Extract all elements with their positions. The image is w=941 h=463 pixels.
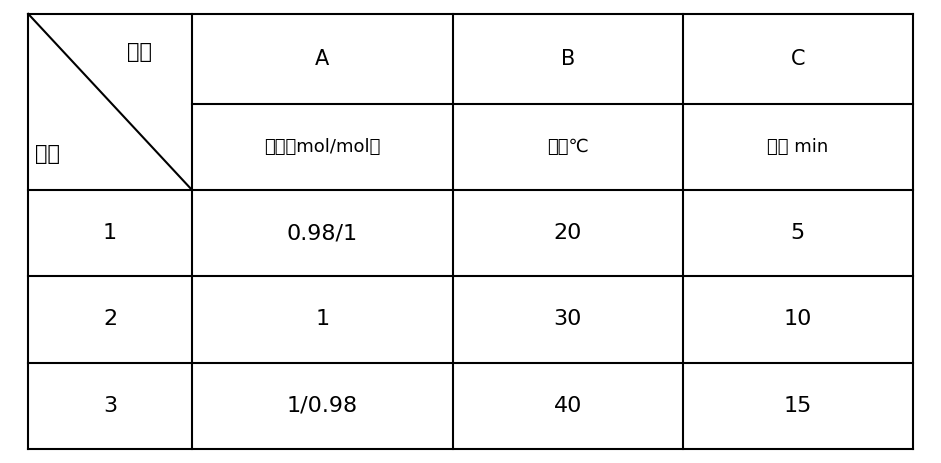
Text: 3: 3 [103, 396, 117, 416]
Text: 20: 20 [553, 223, 582, 243]
Text: 15: 15 [784, 396, 812, 416]
Text: 因素: 因素 [127, 42, 152, 62]
Text: 0.98/1: 0.98/1 [287, 223, 358, 243]
Text: 1: 1 [103, 223, 117, 243]
Text: 时间 min: 时间 min [767, 138, 828, 156]
Text: A: A [315, 49, 329, 69]
Text: 配比（mol/mol）: 配比（mol/mol） [264, 138, 380, 156]
Text: 水平: 水平 [36, 144, 60, 164]
Text: 2: 2 [103, 309, 117, 330]
Text: 温度℃: 温度℃ [547, 138, 589, 156]
Text: 1: 1 [315, 309, 329, 330]
Text: 1/0.98: 1/0.98 [287, 396, 358, 416]
Text: 5: 5 [790, 223, 805, 243]
Text: 10: 10 [784, 309, 812, 330]
Text: C: C [790, 49, 805, 69]
Text: 30: 30 [553, 309, 582, 330]
Text: B: B [561, 49, 575, 69]
Text: 40: 40 [553, 396, 582, 416]
